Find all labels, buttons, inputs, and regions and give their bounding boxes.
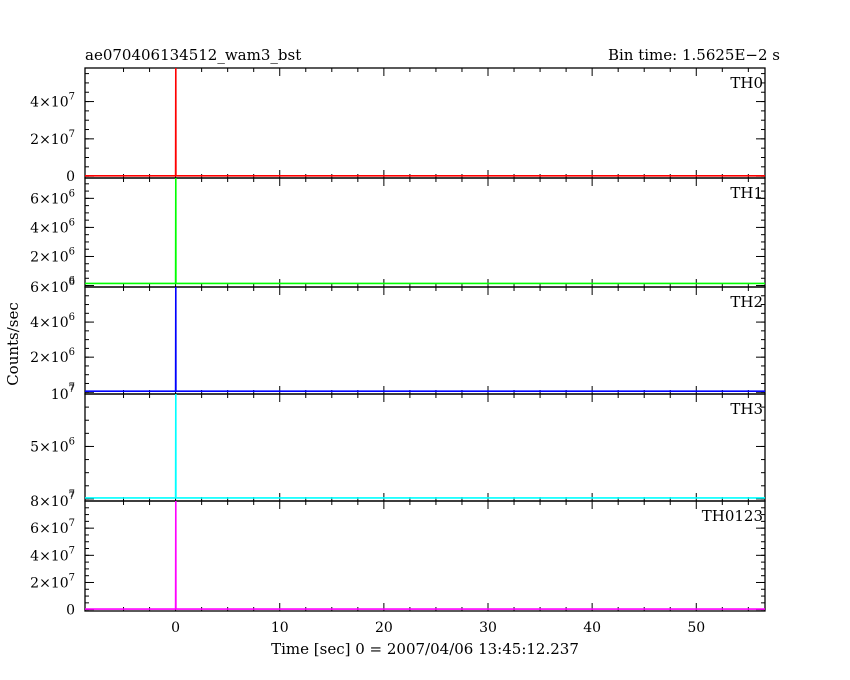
panel-name-label: TH2 <box>730 293 763 311</box>
series-line-th0 <box>85 67 765 177</box>
y-tick-label: 6×106 <box>30 188 75 207</box>
y-tick-label: 2×107 <box>30 129 75 148</box>
panel-th2: 7 2×106 4×106 6×106 TH2 <box>30 277 766 395</box>
y-tick-label: 7 <box>69 489 75 500</box>
y-tick-label: 4×107 <box>30 92 75 111</box>
panel-th0: 0 2×107 4×107 TH0 <box>30 67 766 185</box>
panel-name-label: TH3 <box>730 400 763 418</box>
panel-name-label: TH0123 <box>702 507 763 525</box>
panel-name-label: TH0 <box>730 74 763 92</box>
y-tick-label: 6×107 <box>30 518 75 537</box>
panel-frame <box>84 500 766 612</box>
x-tick-label: 0 <box>171 620 180 636</box>
y-tick-label: 0 <box>66 169 75 185</box>
x-tick-label: 30 <box>479 620 497 636</box>
series-line-th3 <box>85 393 765 499</box>
series-line-th1 <box>85 177 765 285</box>
y-tick-label: 5×106 <box>30 436 75 455</box>
panel-frame <box>84 286 766 395</box>
chart-title: ae070406134512_wam3_bst <box>85 46 301 64</box>
x-tick-label: 10 <box>271 620 289 636</box>
panel-frame <box>84 177 766 288</box>
y-tick-label: 6×106 <box>30 277 75 296</box>
y-tick-label: 4×107 <box>30 545 75 564</box>
y-tick-label: 6 <box>69 276 75 287</box>
y-tick-label: 107 <box>51 384 75 403</box>
y-tick-label: 2×106 <box>30 347 75 366</box>
x-tick-label: 40 <box>583 620 601 636</box>
y-tick-label: 2×107 <box>30 572 75 591</box>
panel-th1: 6 2×106 4×106 6×106 TH1 <box>30 177 766 288</box>
series-line-th2 <box>85 286 765 393</box>
series-line-th0123 <box>85 500 765 610</box>
y-axis-label: Counts/sec <box>4 302 22 386</box>
y-tick-label: 8×107 <box>30 491 75 510</box>
y-tick-label: 4×106 <box>30 312 75 331</box>
y-tick-label: 4×106 <box>30 217 75 236</box>
y-tick-label: 2×106 <box>30 246 75 265</box>
panel-th0123: 0 2×107 4×107 6×107 8×107 TH0123 <box>30 491 766 619</box>
panel-th3: 7 5×106 107 TH3 <box>30 384 766 502</box>
y-tick-label: 0 <box>66 603 75 619</box>
y-tick-label: 7 <box>69 382 75 393</box>
x-tick-label: 20 <box>375 620 393 636</box>
panel-name-label: TH1 <box>730 184 763 202</box>
x-tick-label: 50 <box>687 620 705 636</box>
x-axis-label: Time [sec] 0 = 2007/04/06 13:45:12.237 <box>271 640 579 658</box>
panel-frame <box>84 67 766 179</box>
panels-group: 0 2×107 4×107 TH0 6 2×106 4×106 6×106 TH1 7 2×106 4… <box>30 67 766 636</box>
bin-time-label: Bin time: 1.5625E−2 s <box>608 46 780 64</box>
panel-frame <box>84 393 766 502</box>
